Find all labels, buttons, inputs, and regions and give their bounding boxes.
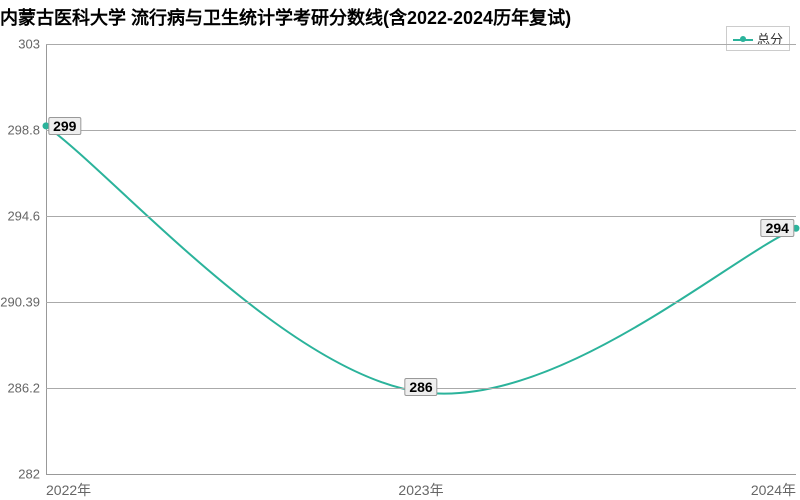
y-tick-label: 286.2 xyxy=(7,381,40,396)
line-series xyxy=(46,44,796,474)
legend-swatch xyxy=(733,36,753,42)
y-tick-label: 303 xyxy=(18,37,40,52)
data-label: 294 xyxy=(761,219,794,237)
y-tick-label: 282 xyxy=(18,467,40,482)
grid-line xyxy=(46,302,796,303)
y-tick-label: 290.39 xyxy=(0,295,40,310)
plot-area: 282286.2290.39294.6298.83032022年2023年202… xyxy=(46,44,796,474)
legend-marker-icon xyxy=(740,36,746,42)
grid-line xyxy=(46,130,796,131)
x-tick-label: 2024年 xyxy=(751,480,796,500)
y-tick-label: 298.8 xyxy=(7,123,40,138)
y-tick-label: 294.6 xyxy=(7,209,40,224)
grid-line xyxy=(46,216,796,217)
x-tick-label: 2022年 xyxy=(46,480,91,500)
data-label: 299 xyxy=(48,117,81,135)
x-axis xyxy=(46,474,796,475)
series-line xyxy=(46,126,796,394)
x-tick-label: 2023年 xyxy=(398,480,443,500)
chart-title: 内蒙古医科大学 流行病与卫生统计学考研分数线(含2022-2024历年复试) xyxy=(0,4,571,30)
grid-line xyxy=(46,44,796,45)
line-chart: 内蒙古医科大学 流行病与卫生统计学考研分数线(含2022-2024历年复试) 总… xyxy=(0,0,800,500)
data-label: 286 xyxy=(404,378,437,396)
